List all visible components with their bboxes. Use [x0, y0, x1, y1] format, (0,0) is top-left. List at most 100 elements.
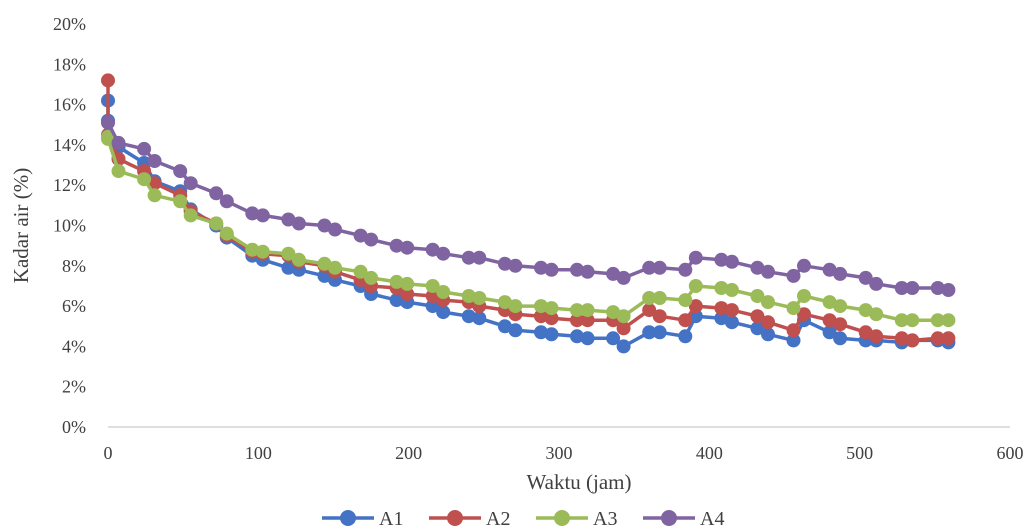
data-point — [245, 242, 260, 257]
data-point — [400, 240, 415, 255]
data-point — [833, 266, 848, 281]
data-point — [894, 281, 909, 295]
data-point — [761, 264, 775, 279]
data-point — [869, 307, 884, 322]
y-tick-label: 12% — [53, 175, 86, 195]
data-point — [750, 289, 765, 303]
x-axis-ticks: 0 100 200 300 400 500 600 — [104, 443, 1024, 463]
data-point — [255, 208, 270, 223]
y-tick-label: 4% — [62, 336, 86, 356]
data-point — [101, 73, 115, 88]
data-point — [652, 260, 667, 275]
data-point — [508, 299, 523, 314]
legend-label: A2 — [486, 508, 510, 529]
data-point — [652, 325, 667, 340]
data-point — [616, 321, 631, 336]
data-point — [858, 270, 873, 285]
data-point — [183, 208, 198, 223]
legend-swatch-marker — [661, 510, 677, 526]
data-point — [570, 262, 584, 277]
data-point — [797, 289, 811, 303]
data-point — [688, 279, 703, 293]
data-point — [869, 276, 884, 291]
data-point — [328, 222, 342, 237]
data-point — [317, 218, 332, 233]
data-point — [833, 331, 848, 346]
data-point — [678, 313, 693, 328]
data-point — [869, 329, 884, 344]
legend-swatch-marker — [447, 510, 463, 526]
data-point — [209, 186, 224, 201]
data-point — [797, 258, 811, 273]
data-point — [461, 250, 476, 265]
y-axis-ticks: 0% 2% 4% 6% 8% 10% 12% 14% 16% 18% 20% — [53, 14, 86, 437]
data-point — [364, 232, 379, 247]
x-tick-label: 600 — [997, 443, 1024, 463]
data-point — [714, 301, 729, 316]
legend-item-a2: A2 — [429, 508, 510, 529]
data-point — [724, 254, 739, 269]
y-tick-label: 14% — [53, 135, 86, 155]
y-axis-label: Kadar air (%) — [9, 168, 33, 283]
data-point — [291, 252, 306, 267]
data-point — [497, 319, 512, 334]
data-point — [642, 291, 657, 305]
data-point — [101, 115, 115, 130]
data-point — [255, 244, 270, 259]
data-point — [137, 141, 152, 156]
data-point — [281, 212, 296, 227]
data-point — [822, 262, 837, 277]
data-point — [580, 264, 595, 279]
y-tick-label: 2% — [62, 377, 86, 397]
data-point — [400, 276, 415, 291]
data-point — [761, 315, 775, 330]
data-point — [508, 258, 523, 273]
data-point — [534, 309, 548, 324]
data-point — [941, 283, 956, 297]
data-point — [822, 325, 837, 340]
data-point — [786, 301, 801, 316]
data-point — [797, 307, 811, 322]
data-point — [750, 321, 765, 336]
data-point — [822, 295, 837, 310]
data-point — [425, 289, 440, 303]
series-a4 — [101, 115, 956, 297]
data-point — [219, 226, 234, 241]
data-point — [534, 260, 548, 275]
data-point — [472, 250, 487, 265]
legend-swatch-marker — [340, 510, 356, 526]
data-point — [183, 176, 198, 191]
data-point — [436, 246, 451, 261]
data-point — [714, 281, 729, 295]
data-point — [461, 309, 476, 324]
data-point — [905, 333, 920, 348]
data-point — [894, 313, 909, 328]
data-point — [714, 252, 729, 267]
data-point — [364, 270, 379, 285]
x-tick-label: 500 — [846, 443, 873, 463]
data-point — [930, 281, 945, 295]
data-point — [822, 313, 837, 328]
data-point — [147, 154, 162, 168]
data-point — [328, 260, 342, 275]
data-point — [353, 228, 368, 243]
data-point — [905, 313, 920, 328]
data-point — [642, 325, 657, 340]
data-point — [606, 266, 621, 281]
data-point — [688, 299, 703, 314]
y-tick-label: 20% — [53, 14, 86, 34]
data-point — [281, 260, 296, 275]
data-point — [652, 309, 667, 324]
data-point — [580, 303, 595, 318]
data-point — [497, 256, 512, 271]
data-point — [570, 303, 584, 318]
data-point — [111, 164, 126, 179]
legend: A1 A2 A3 A4 — [322, 508, 724, 529]
series-line-a1 — [106, 100, 949, 349]
data-point — [750, 260, 765, 275]
data-point — [580, 313, 595, 328]
data-point — [894, 331, 909, 346]
data-point — [652, 291, 667, 305]
data-point — [425, 279, 440, 293]
